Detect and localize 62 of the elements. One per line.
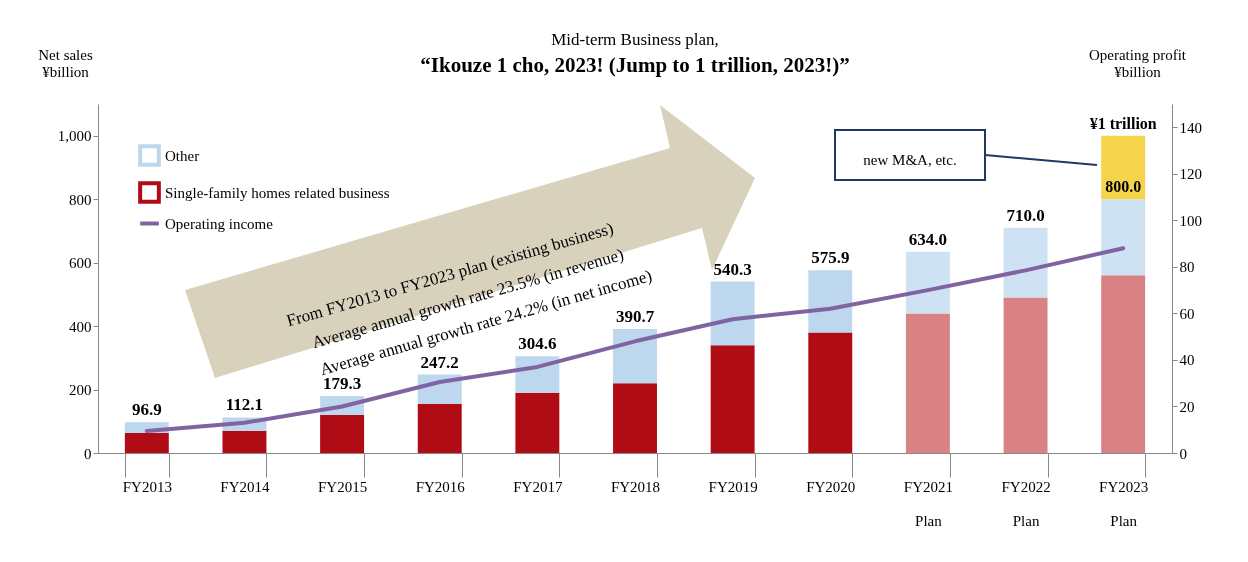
y2-tick-label: 80 bbox=[1179, 259, 1195, 276]
y-tick-label: 800 bbox=[69, 191, 92, 208]
y2-tick-label: 0 bbox=[1179, 445, 1187, 462]
total-label: 710.0 bbox=[1006, 205, 1045, 225]
y2-tick-label: 20 bbox=[1179, 398, 1195, 415]
y-tick-label: 400 bbox=[69, 318, 92, 335]
x-tick-label: FY2017 bbox=[513, 478, 563, 495]
y-tick-label: 200 bbox=[69, 382, 92, 399]
y-axis-title: Net sales ¥billion bbox=[38, 46, 93, 80]
total-label: 540.3 bbox=[713, 259, 752, 279]
total-label: 634.0 bbox=[908, 229, 948, 249]
y2-tick-label: 140 bbox=[1179, 119, 1202, 136]
y2-tick-label: 60 bbox=[1179, 305, 1195, 322]
bar bbox=[905, 251, 950, 314]
x-tick-label: FY2013 bbox=[122, 478, 172, 495]
chart-subtitle: “Ikouze 1 cho, 2023! (Jump to 1 trillion, 2023!)” bbox=[420, 53, 850, 77]
category-label: FY2022 Plan bbox=[1001, 478, 1051, 529]
category-label: FY2023 Plan bbox=[1099, 478, 1149, 529]
bar bbox=[222, 430, 267, 453]
category-label: FY2021 Plan bbox=[903, 478, 953, 529]
bar bbox=[515, 392, 560, 453]
bar bbox=[613, 383, 657, 453]
bar bbox=[1101, 275, 1146, 453]
total-label: 247.2 bbox=[420, 352, 459, 372]
x-tick-label: FY2015 bbox=[318, 478, 368, 495]
annotation: ¥1 trillion bbox=[1089, 114, 1157, 132]
x-tick-label: FY2020 bbox=[806, 478, 856, 495]
bar bbox=[417, 403, 462, 453]
bar bbox=[1101, 199, 1146, 276]
bar bbox=[1003, 227, 1048, 298]
legend-label: Other bbox=[165, 147, 200, 164]
x-tick-label: FY2014 bbox=[220, 478, 271, 495]
y-tick-label: 600 bbox=[69, 255, 92, 272]
bar bbox=[320, 414, 365, 453]
bar bbox=[710, 281, 755, 346]
bar bbox=[1003, 297, 1048, 453]
bar bbox=[808, 332, 853, 453]
total-label: 390.7 bbox=[615, 307, 655, 327]
total-label: 96.9 bbox=[131, 400, 162, 420]
y-tick-label: 0 bbox=[84, 445, 92, 462]
annotation: 800.0 bbox=[1105, 178, 1142, 196]
y-tick-label: 1,000 bbox=[57, 128, 92, 145]
total-label: 304.6 bbox=[518, 334, 557, 354]
total-label: 179.3 bbox=[322, 374, 362, 394]
bar bbox=[124, 433, 169, 453]
chart-title: Mid-term Business plan, bbox=[551, 30, 719, 49]
annotation: new M&A, etc. bbox=[863, 152, 957, 168]
y2-tick-label: 40 bbox=[1179, 352, 1195, 369]
y2-tick-label: 100 bbox=[1179, 212, 1202, 229]
legend-label: Operating income bbox=[165, 215, 274, 232]
bar bbox=[808, 270, 853, 333]
bar bbox=[613, 329, 657, 384]
bar bbox=[710, 345, 755, 453]
x-tick-label: FY2016 bbox=[415, 478, 466, 495]
y2-tick-label: 120 bbox=[1179, 166, 1202, 183]
bar bbox=[905, 313, 950, 453]
total-label: 575.9 bbox=[811, 248, 850, 268]
total-label: 112.1 bbox=[225, 395, 264, 415]
y2-axis-title: Operating profit ¥billion bbox=[1088, 46, 1187, 80]
x-tick-label: FY2018 bbox=[610, 478, 661, 495]
x-tick-label: FY2019 bbox=[708, 478, 758, 495]
legend-label: Single-family homes related business bbox=[165, 184, 390, 201]
